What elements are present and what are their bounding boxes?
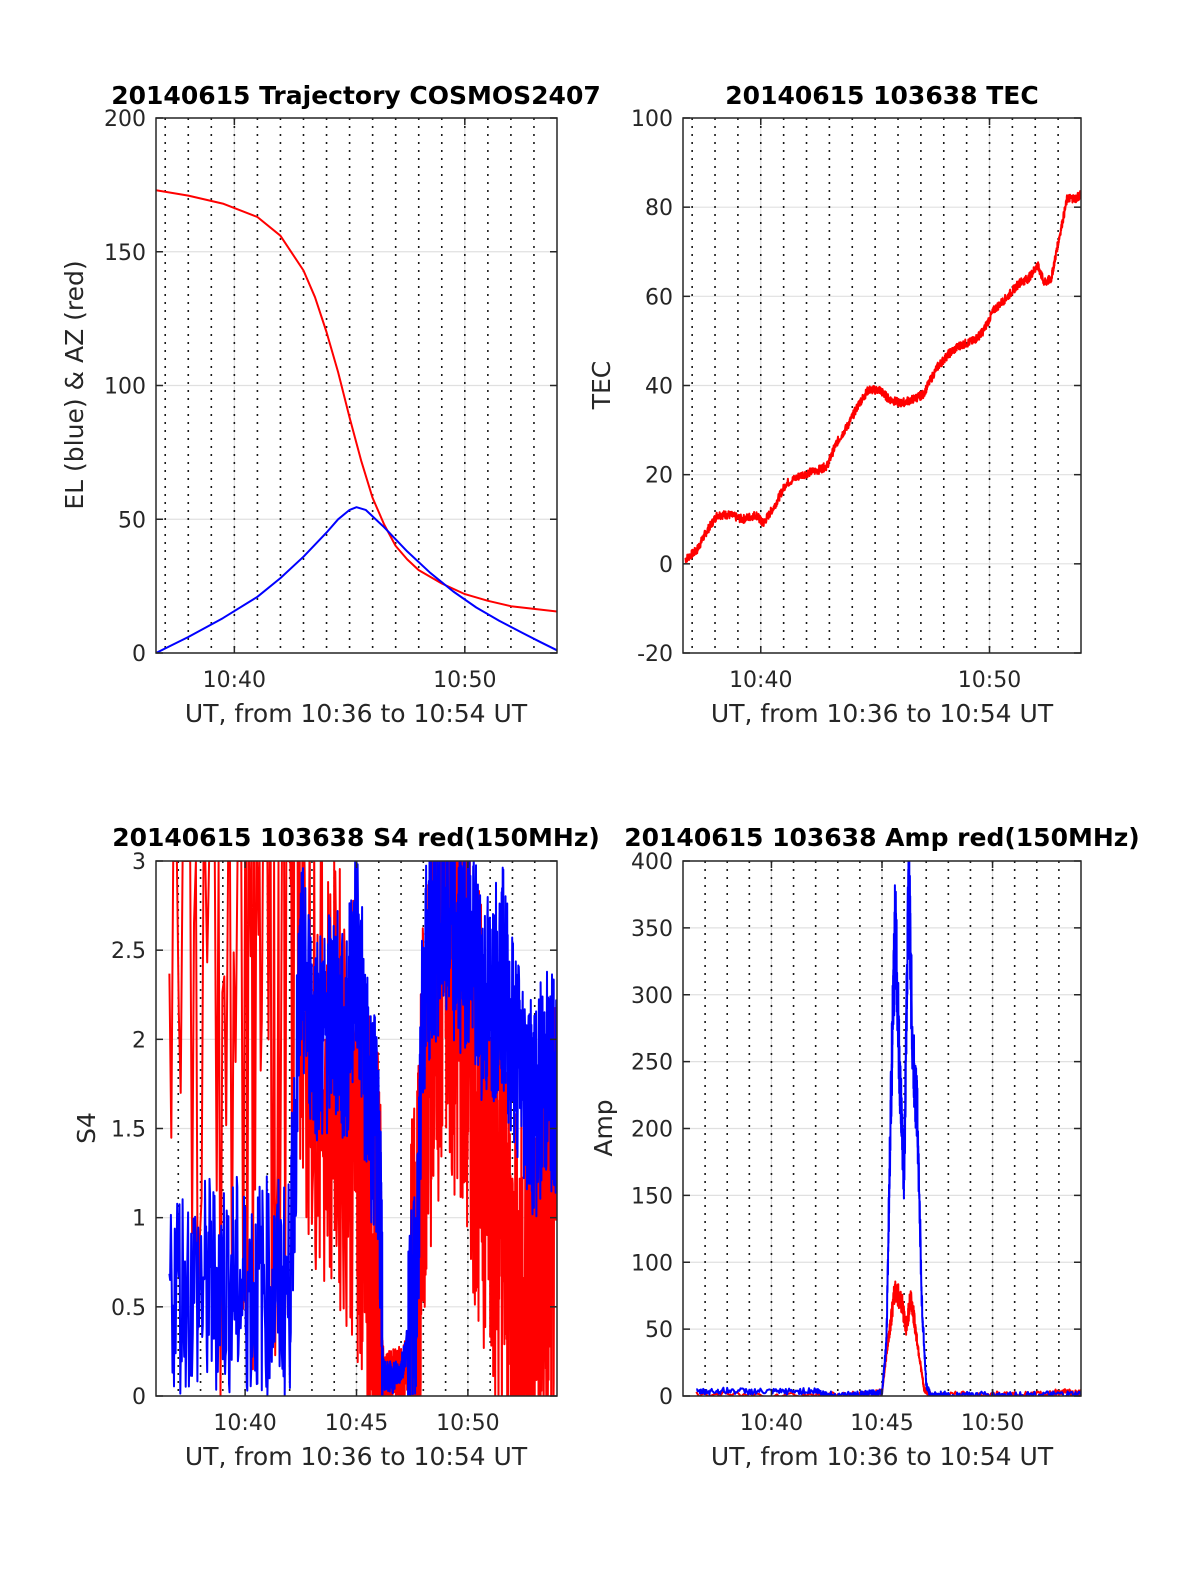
s4-panel: 0 0.5 1 1.5 2 2.5 3 10:40 10:45 10:50 20140615 10…	[72, 823, 600, 1471]
amp-xtick-label: 10:45	[850, 1411, 913, 1436]
amp-ytick-label: 50	[645, 1318, 673, 1343]
trajectory-xtick-label: 10:50	[433, 668, 496, 693]
amp-ytick-label: 300	[631, 984, 673, 1009]
s4-ytick-label: 1	[132, 1207, 146, 1232]
amp-title: 20140615 103638 Amp red(150MHz)	[624, 823, 1140, 852]
tec-xtick-label: 10:40	[729, 668, 792, 693]
tec-ytick-label: 20	[645, 464, 673, 489]
trajectory-ytick-label: 100	[104, 375, 146, 400]
trajectory-data-layer	[156, 189, 557, 653]
amp-series-blue	[696, 861, 1081, 1396]
trajectory-panel: 0 50 100 150 200 10:40 10:50 20140615 Trajecto…	[60, 81, 601, 728]
amp-ylabel: Amp	[589, 1099, 618, 1156]
amp-xtick-label: 10:50	[961, 1411, 1024, 1436]
s4-title: 20140615 103638 S4 red(150MHz)	[112, 823, 600, 852]
s4-xtick-label: 10:45	[325, 1411, 388, 1436]
trajectory-ylabel: EL (blue) & AZ (red)	[60, 260, 89, 509]
trajectory-series-az	[156, 189, 557, 613]
s4-series-blue	[168, 861, 557, 1396]
tec-ytick-label: -20	[637, 642, 673, 667]
s4-xlabel: UT, from 10:36 to 10:54 UT	[185, 1442, 528, 1471]
trajectory-ytick-label: 150	[104, 241, 146, 266]
amp-ytick-label: 150	[631, 1184, 673, 1209]
s4-ytick-label: 0	[132, 1385, 146, 1410]
s4-ytick-label: 2	[132, 1028, 146, 1053]
trajectory-xlabel: UT, from 10:36 to 10:54 UT	[185, 699, 528, 728]
s4-ytick-label: 0.5	[111, 1296, 146, 1321]
s4-ytick-label: 3	[132, 850, 146, 875]
amp-ytick-label: 400	[631, 850, 673, 875]
s4-data-layer	[168, 861, 557, 1396]
tec-ytick-label: 80	[645, 196, 673, 221]
amp-ytick-label: 100	[631, 1251, 673, 1276]
trajectory-ytick-label: 50	[118, 508, 146, 533]
amp-ytick-label: 250	[631, 1051, 673, 1076]
tec-ytick-label: 40	[645, 375, 673, 400]
trajectory-series-el	[156, 506, 557, 653]
tec-series-tec	[684, 190, 1081, 564]
tec-title: 20140615 103638 TEC	[725, 81, 1038, 110]
s4-xtick-label: 10:40	[213, 1411, 276, 1436]
amp-ytick-label: 200	[631, 1118, 673, 1143]
amp-series-red	[695, 1280, 1081, 1396]
trajectory-ytick-label: 0	[132, 642, 146, 667]
amp-xtick-label: 10:40	[740, 1411, 803, 1436]
tec-data-layer	[684, 190, 1081, 564]
s4-ytick-label: 1.5	[111, 1118, 146, 1143]
tec-ytick-label: 0	[659, 553, 673, 578]
amp-ytick-label: 0	[659, 1385, 673, 1410]
amp-data-layer	[695, 861, 1081, 1396]
s4-ytick-label: 2.5	[111, 939, 146, 964]
amp-xlabel: UT, from 10:36 to 10:54 UT	[711, 1442, 1054, 1471]
s4-ylabel: S4	[72, 1112, 101, 1144]
amp-ytick-label: 350	[631, 917, 673, 942]
tec-ylabel: TEC	[587, 361, 616, 411]
s4-xtick-label: 10:50	[436, 1411, 499, 1436]
trajectory-xtick-label: 10:40	[203, 668, 266, 693]
tec-ytick-label: 60	[645, 285, 673, 310]
tec-xtick-label: 10:50	[958, 668, 1021, 693]
tec-panel: -20 0 20 40 60 80 100 10:40 10:50 20140615 10363…	[587, 81, 1082, 728]
trajectory-ytick-label: 200	[104, 107, 146, 132]
tec-ytick-label: 100	[631, 107, 673, 132]
tec-xlabel: UT, from 10:36 to 10:54 UT	[711, 699, 1054, 728]
trajectory-title: 20140615 Trajectory COSMOS2407	[111, 81, 601, 110]
